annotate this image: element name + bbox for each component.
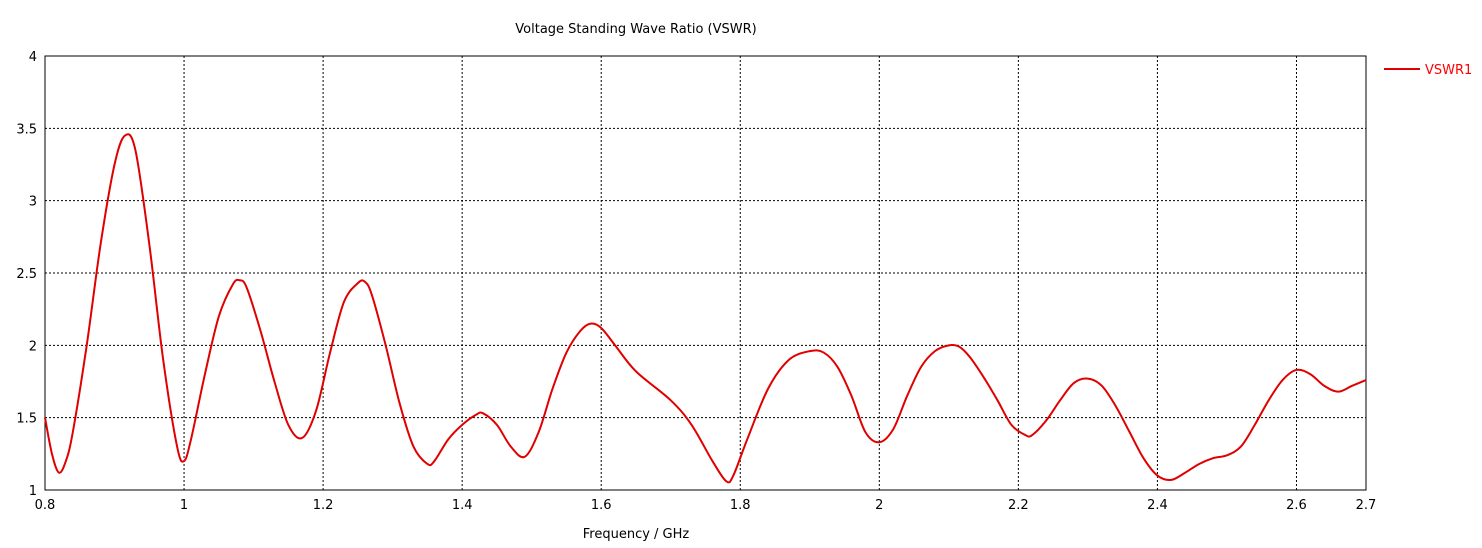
legend-label: VSWR1	[1425, 63, 1472, 78]
y-tick-label: 1	[29, 484, 37, 499]
y-tick-label: 2.5	[16, 267, 37, 282]
x-tick-label: 1.4	[452, 498, 473, 513]
x-tick-label: 2.4	[1147, 498, 1168, 513]
x-tick-label: 1.2	[313, 498, 334, 513]
series-layer	[44, 133, 1367, 484]
y-tick-label: 3	[29, 195, 37, 210]
y-axis-ticks: 1 1.5 2 2.5 3 3.5 4	[16, 50, 37, 499]
x-tick-label: 1.6	[591, 498, 612, 513]
plot-frame	[44, 55, 1367, 491]
x-tick-label: 2.6	[1286, 498, 1307, 513]
y-tick-label: 3.5	[16, 122, 37, 137]
chart-title: Voltage Standing Wave Ratio (VSWR)	[515, 22, 756, 37]
x-tick-label: 2	[875, 498, 883, 513]
series-line-vswr1	[44, 133, 1367, 484]
y-tick-label: 2	[29, 339, 37, 354]
x-tick-label: 0.8	[35, 498, 56, 513]
x-tick-label: 2.7	[1356, 498, 1377, 513]
x-tick-label: 1.8	[730, 498, 751, 513]
grid-lines	[45, 56, 1366, 490]
legend: VSWR1	[1384, 63, 1472, 78]
x-tick-label: 2.2	[1008, 498, 1029, 513]
x-axis-ticks: 0.8 1 1.2 1.4 1.6 1.8 2 2.2 2.4 2.6 2.7	[35, 498, 1377, 513]
y-tick-label: 1.5	[16, 412, 37, 427]
y-tick-label: 4	[29, 50, 37, 65]
x-tick-label: 1	[180, 498, 188, 513]
x-axis-label: Frequency / GHz	[583, 527, 690, 542]
